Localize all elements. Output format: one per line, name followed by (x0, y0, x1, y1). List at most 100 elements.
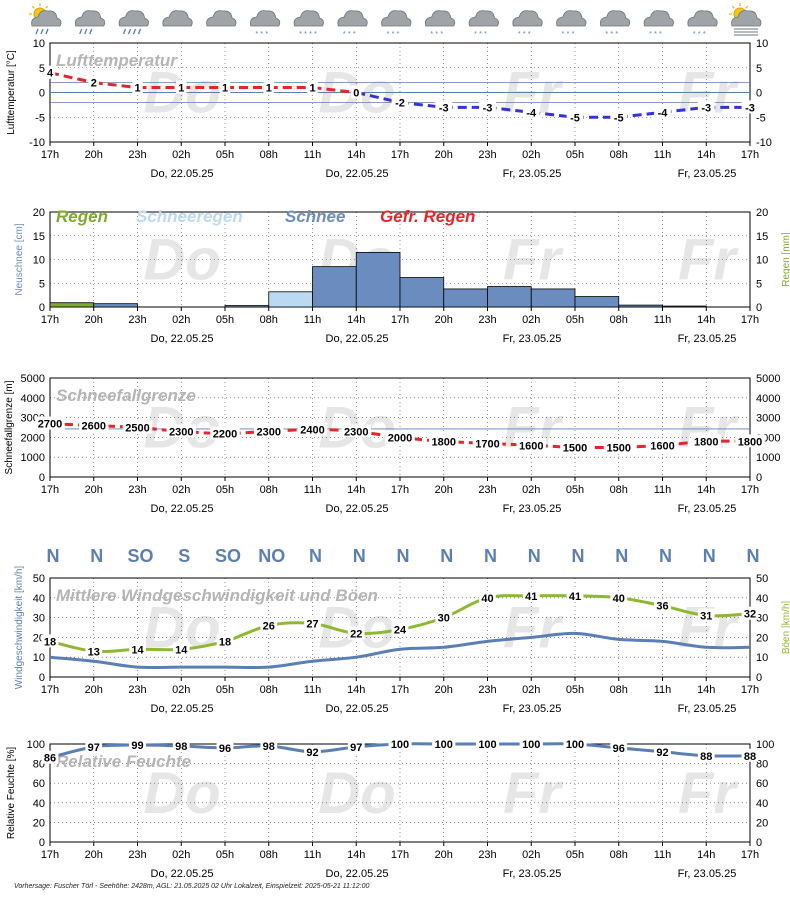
y2-tick-label: 80 (756, 759, 768, 771)
y2-tick-label: 50 (756, 573, 768, 585)
snowflake: * (562, 31, 565, 38)
wind-direction-label: N (353, 546, 366, 566)
y2-tick-label: 0 (756, 837, 762, 849)
y-tick-label: 2000 (21, 432, 45, 444)
gust-point-label: 18 (44, 636, 56, 648)
snowflake: * (615, 31, 618, 38)
temperature-line-segment (49, 71, 95, 85)
snowflake: * (567, 31, 570, 38)
snowline-point-label: 2400 (300, 424, 324, 436)
humidity-point-label-bg (697, 748, 715, 762)
panel-title: Relative Feuchte (56, 752, 191, 771)
x-tick-label: 14h (347, 849, 365, 861)
date-label: Fr, 23.05.25 (678, 168, 737, 180)
date-label: Fr, 23.05.25 (678, 333, 737, 345)
cloud-shape (731, 10, 762, 27)
x-tick-label: 11h (304, 849, 322, 861)
gust-point-label: 30 (438, 613, 450, 625)
x-tick-label: 23h (478, 684, 496, 696)
temperature-point-label-bg (391, 95, 409, 109)
snowflake: * (304, 31, 307, 38)
y-tick-label: 5000 (21, 373, 45, 385)
snowflake: * (353, 31, 356, 38)
y2-axis-label: Böen [km/h] (781, 601, 790, 655)
x-tick-label: 11h (304, 149, 322, 161)
x-tick-label: 08h (610, 484, 628, 496)
snowline-point-label-bg (341, 424, 372, 438)
date-label: Do, 22.05.25 (326, 168, 389, 180)
cloud-shape (31, 10, 62, 27)
date-label: Do, 22.05.25 (326, 868, 389, 880)
x-tick-label: 02h (522, 314, 540, 326)
x-tick-label: 02h (172, 484, 190, 496)
wind-direction-label: N (659, 546, 672, 566)
temperature-point-label: 4 (47, 68, 54, 80)
cloud-snow-icon: * * * (249, 10, 281, 38)
humidity-point-label-bg (388, 737, 412, 750)
sun-ray (745, 5, 749, 9)
temperature-point-label-bg (522, 105, 540, 119)
x-tick-label: 11h (654, 314, 672, 326)
humidity-point-label-bg (41, 750, 59, 764)
y2-tick-label: 10 (756, 652, 768, 664)
gust-point-label-bg (172, 642, 190, 656)
y2-tick-label: 0 (756, 472, 762, 484)
x-tick-label: 02h (522, 684, 540, 696)
snowflake: * (659, 31, 662, 38)
precip-bar (268, 291, 313, 308)
y-tick-label: 10 (33, 38, 45, 50)
snowline-point-label: 1600 (519, 440, 543, 452)
humidity-point-label: 100 (391, 739, 409, 751)
date-label: Fr, 23.05.25 (678, 503, 737, 515)
y2-tick-label: 100 (756, 739, 774, 751)
snowline-point-label: 1700 (475, 438, 499, 450)
y2-tick-label: 5000 (756, 373, 780, 385)
snowline-point-label: 2300 (257, 426, 281, 438)
gust-point-label-bg (741, 606, 759, 620)
snowline-point-label-bg (122, 420, 153, 434)
y-tick-label: 0 (39, 672, 45, 684)
panel-title: Lufttemperatur (56, 51, 178, 70)
temperature-point-label-bg (610, 110, 628, 124)
x-tick-label: 20h (85, 149, 103, 161)
humidity-point-label-bg (563, 737, 587, 750)
x-tick-label: 23h (478, 149, 496, 161)
x-tick-label: 23h (478, 314, 496, 326)
humidity-point-label: 88 (700, 751, 712, 763)
snowflake: * (435, 31, 438, 38)
sun-cloud-fog-icon (729, 3, 762, 36)
wind-direction-label: SO (127, 546, 153, 566)
x-tick-label: 05h (566, 314, 584, 326)
temperature-point-label: 0 (353, 88, 359, 100)
legend-label: Regen (56, 207, 108, 226)
humidity-point-label: 97 (350, 742, 362, 754)
humidity-point-label-bg (172, 738, 190, 752)
date-label: Do, 22.05.25 (151, 333, 214, 345)
sun-ray (731, 5, 735, 9)
humidity-point-label-bg (519, 737, 543, 750)
day-watermark: Fr (503, 596, 564, 661)
temperature-point-label: -5 (570, 112, 580, 124)
y2-tick-label: 30 (756, 613, 768, 625)
x-tick-label: 08h (610, 684, 628, 696)
humidity-point-label-bg (610, 740, 628, 754)
gust-point-label-bg (435, 610, 453, 624)
humidity-point-label: 98 (175, 741, 187, 753)
x-tick-label: 23h (128, 849, 146, 861)
x-tick-label: 14h (697, 684, 715, 696)
humidity-point-label-bg (304, 744, 321, 758)
gust-point-label: 36 (656, 601, 668, 613)
cloud-snow-heavy-icon: * * * * (293, 10, 324, 38)
y-tick-label: 20 (33, 207, 45, 219)
day-watermark: Fr (678, 761, 739, 826)
y-tick-label: 4000 (21, 393, 45, 405)
x-tick-label: 02h (522, 149, 540, 161)
y-tick-label: -10 (29, 137, 45, 149)
x-tick-label: 17h (741, 684, 759, 696)
snowflake: * (255, 31, 258, 38)
snowline-point-label-bg (735, 434, 765, 448)
date-label: Do, 22.05.25 (151, 168, 214, 180)
gust-point-label: 31 (700, 611, 712, 623)
x-tick-label: 14h (697, 484, 715, 496)
y2-tick-label: 10 (756, 255, 768, 267)
